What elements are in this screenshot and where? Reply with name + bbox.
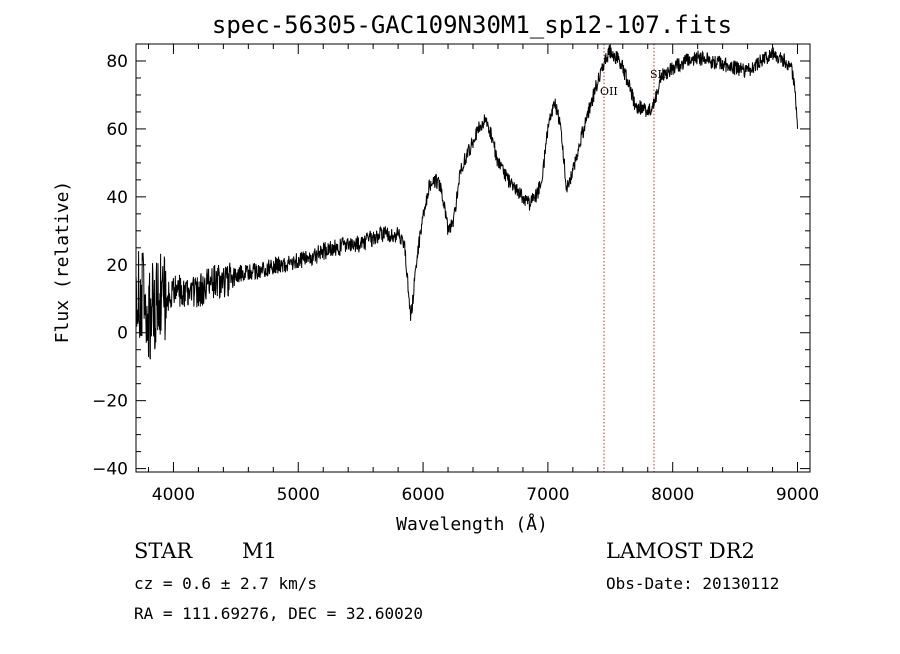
x-tick-label: 7000 [526,485,569,505]
y-tick-label: 20 [106,256,128,276]
spectrum-line [135,44,798,360]
y-tick-label: 40 [106,188,128,208]
x-tick-label: 6000 [401,485,444,505]
x-tick-label: 4000 [152,485,195,505]
spectrum-series [135,44,798,360]
y-tick-label: 60 [106,120,128,140]
survey-name: LAMOST DR2 [606,539,755,563]
y-tick-label: 80 [106,52,128,72]
object-class: STAR [134,539,193,563]
y-tick-label: 0 [117,324,128,344]
y-axis-label: Flux (relative) [52,181,73,344]
x-tick-label: 5000 [277,485,320,505]
redshift-velocity: cz = 0.6 ± 2.7 km/s [134,574,317,593]
x-tick-label: 9000 [776,485,819,505]
axis-ticks: 4000 5000 6000 7000 8000 9000 −40 −20 0 20 40 60 80 [92,43,819,505]
emission-line-label: OII [600,85,618,98]
x-tick-label: 8000 [651,485,694,505]
y-tick-label: −20 [92,392,128,412]
plot-frame [135,43,811,473]
y-tick-label: −40 [92,460,128,480]
x-axis-label: Wavelength (Å) [396,513,548,535]
sky-coordinates: RA = 111.69276, DEC = 32.60020 [134,604,423,623]
chart-title: spec-56305-GAC109N30M1_sp12-107.fits [212,11,732,39]
observation-date: Obs-Date: 20130112 [606,574,779,593]
object-subclass: M1 [242,539,277,563]
